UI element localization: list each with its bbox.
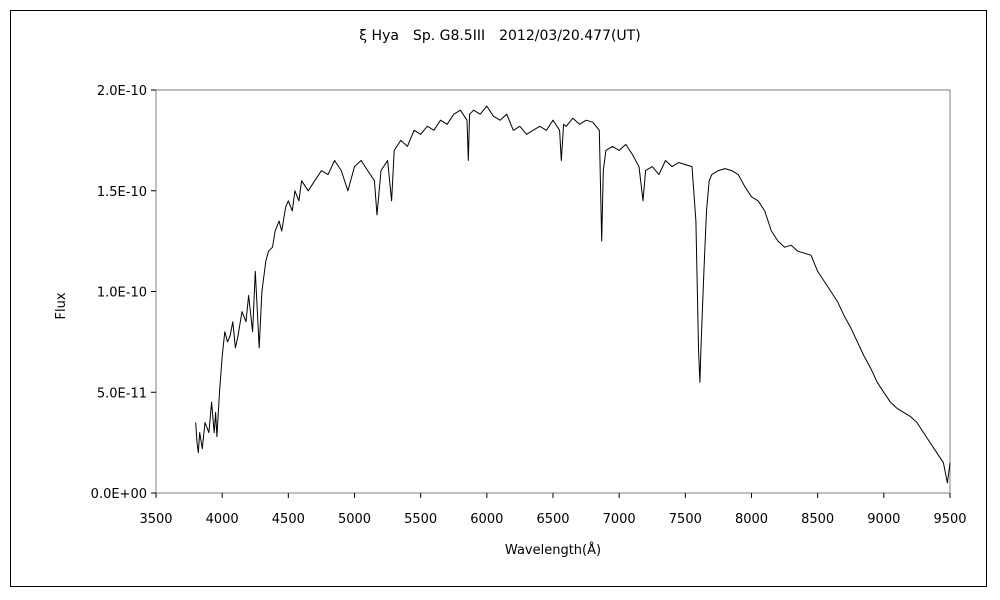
x-tick-label: 6000 [470, 512, 503, 527]
x-axis-ticks: 3500 4000 4500 5000 5500 6000 6500 7000 7500 8000… [139, 493, 967, 527]
x-tick-label: 9500 [933, 512, 966, 527]
y-tick-label: 1.0E-10 [97, 286, 147, 301]
y-tick-label: 1.5E-10 [97, 185, 147, 200]
x-tick-label: 8500 [801, 512, 834, 527]
y-axis-label: Flux [54, 292, 69, 319]
y-tick-label: 5.0E-11 [97, 386, 147, 401]
chart-title: ξ Hya Sp. G8.5III 2012/03/20.477(UT) [359, 28, 640, 44]
chart-frame [10, 10, 987, 587]
y-axis-ticks: 0.0E+00 5.0E-11 1.0E-10 1.5E-10 2.0E-10 [91, 84, 156, 502]
x-tick-label: 9000 [867, 512, 900, 527]
x-tick-label: 4500 [272, 512, 305, 527]
x-tick-label: 7500 [669, 512, 702, 527]
series-layer [195, 105, 951, 484]
x-tick-label: 5500 [404, 512, 437, 527]
x-tick-label: 7000 [603, 512, 636, 527]
x-tick-label: 4000 [206, 512, 239, 527]
x-tick-label: 8000 [735, 512, 768, 527]
x-tick-label: 3500 [139, 512, 172, 527]
x-tick-label: 6500 [536, 512, 569, 527]
x-axis-label: Wavelength(Å) [505, 542, 601, 558]
x-tick-label: 5000 [338, 512, 371, 527]
y-tick-label: 2.0E-10 [97, 84, 147, 99]
spectrum-line [195, 105, 951, 484]
y-tick-label: 0.0E+00 [91, 487, 147, 502]
